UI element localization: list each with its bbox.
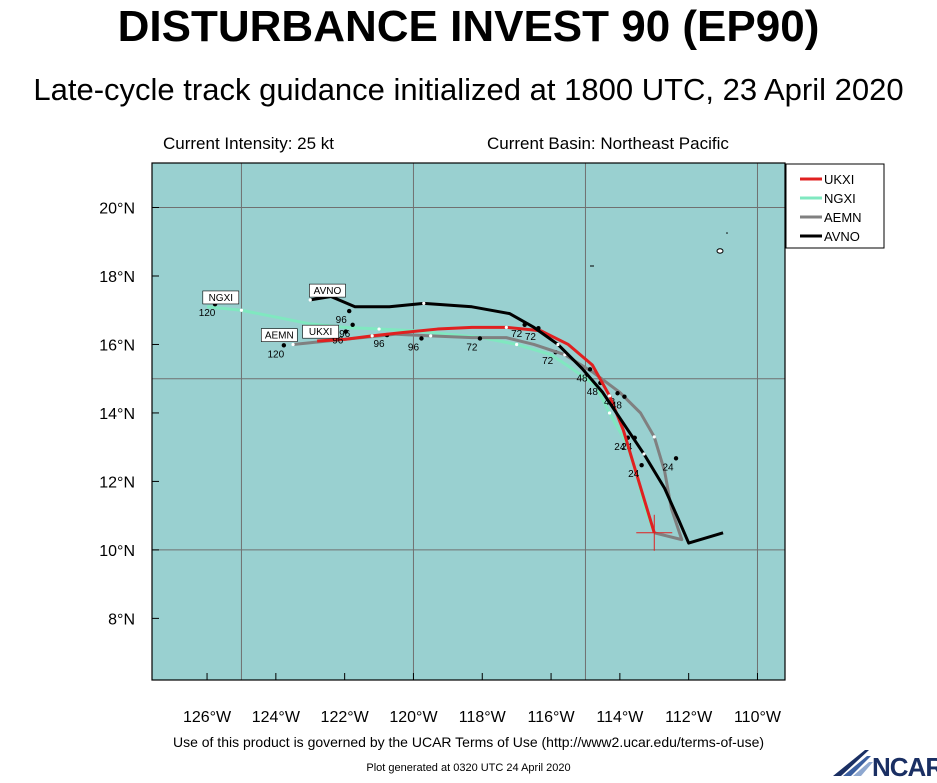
generated-time: Plot generated at 0320 UTC 24 April 2020 xyxy=(366,762,571,774)
lat-tick-label: 8°N xyxy=(108,611,135,628)
lon-tick-label: 120°W xyxy=(389,709,438,726)
ocean-area xyxy=(152,163,785,680)
forecast-point xyxy=(522,322,527,327)
forecast-hour-label: 96 xyxy=(332,336,344,347)
forecast-point xyxy=(639,462,644,468)
model-box-text: AEMN xyxy=(265,331,294,342)
lon-tick-label: 126°W xyxy=(183,709,232,726)
forecast-point xyxy=(622,394,627,399)
lon-tick-label: 112°W xyxy=(665,709,713,726)
forecast-point xyxy=(673,456,679,461)
forecast-hour-label: 48 xyxy=(576,373,588,384)
island-shape xyxy=(716,248,724,254)
forecast-hour-label: 24 xyxy=(662,462,674,473)
track-marker xyxy=(652,435,656,439)
island-shape xyxy=(726,232,728,234)
forecast-point xyxy=(587,367,593,372)
map-subtitle: Late-cycle track guidance initialized at… xyxy=(33,72,904,107)
forecast-hour-label: 24 xyxy=(628,469,640,480)
model-box-text: AVNO xyxy=(314,286,342,297)
track-marker xyxy=(370,334,374,338)
track-marker xyxy=(429,334,433,338)
terms-of-use: Use of this product is governed by the U… xyxy=(172,734,765,750)
track-marker xyxy=(377,327,381,331)
forecast-hour-label: 96 xyxy=(336,315,348,326)
lon-tick-label: 124°W xyxy=(252,709,301,726)
current-basin: Current Basin: Northeast Pacific xyxy=(487,134,729,153)
forecast-hour-label: 24 xyxy=(614,442,626,453)
lon-tick-label: 122°W xyxy=(321,709,370,726)
ncar-logo-icon xyxy=(833,750,873,776)
forecast-point xyxy=(419,336,424,341)
lat-tick-label: 18°N xyxy=(99,269,135,286)
forecast-point xyxy=(281,343,287,348)
lat-tick-label: 14°N xyxy=(99,406,135,423)
legend-label-aemn: AEMN xyxy=(824,210,862,225)
lat-tick-label: 12°N xyxy=(99,474,135,491)
track-marker xyxy=(239,308,244,312)
forecast-hour-label: 120 xyxy=(199,308,216,319)
current-intensity: Current Intensity: 25 kt xyxy=(163,134,335,153)
ncar-logo-text: NCAR xyxy=(872,752,937,782)
track-marker xyxy=(607,394,612,398)
forecast-hour-label: 96 xyxy=(339,329,351,340)
track-marker xyxy=(642,452,646,456)
track-marker xyxy=(422,301,426,305)
track-marker xyxy=(308,298,312,302)
legend-label-avno: AVNO xyxy=(824,229,860,244)
forecast-hour-label: 72 xyxy=(466,342,478,353)
model-box-label xyxy=(260,328,298,342)
forecast-hour-label: 120 xyxy=(268,349,285,360)
forecast-hour-label: 72 xyxy=(511,329,523,340)
model-box-label xyxy=(302,324,339,339)
track-marker xyxy=(515,342,519,347)
forecast-point xyxy=(477,336,483,341)
track-marker xyxy=(291,342,295,347)
lon-tick-label: 110°W xyxy=(734,709,782,726)
legend-label-ukxi: UKXI xyxy=(824,172,854,187)
forecast-point xyxy=(350,322,355,327)
lat-tick-label: 10°N xyxy=(99,543,135,560)
forecast-point xyxy=(347,308,352,314)
legend-label-ngxi: NGXI xyxy=(824,191,856,206)
lat-tick-label: 16°N xyxy=(99,337,135,354)
forecast-hour-label: 96 xyxy=(373,339,385,350)
lat-tick-label: 20°N xyxy=(99,201,135,218)
track-marker xyxy=(556,342,560,347)
model-box-text: NGXI xyxy=(209,293,233,304)
map-title: DISTURBANCE INVEST 90 (EP90) xyxy=(117,2,820,51)
forecast-point xyxy=(343,329,348,334)
forecast-hour-label: 96 xyxy=(408,342,420,353)
forecast-hour-label: 72 xyxy=(525,332,537,343)
track-marker xyxy=(504,325,508,329)
forecast-point xyxy=(615,391,620,396)
lon-tick-label: 118°W xyxy=(459,709,507,726)
lon-tick-label: 114°W xyxy=(596,709,644,726)
map-frame xyxy=(151,162,786,681)
model-box-label xyxy=(202,290,240,305)
track-marker xyxy=(607,411,612,415)
forecast-hour-label: 48 xyxy=(611,401,623,412)
model-box-text: UKXI xyxy=(309,327,332,338)
forecast-hour-label: 72 xyxy=(542,356,554,367)
model-box-label xyxy=(309,283,346,298)
lon-tick-label: 116°W xyxy=(528,709,576,726)
forecast-hour-label: 48 xyxy=(587,387,599,398)
